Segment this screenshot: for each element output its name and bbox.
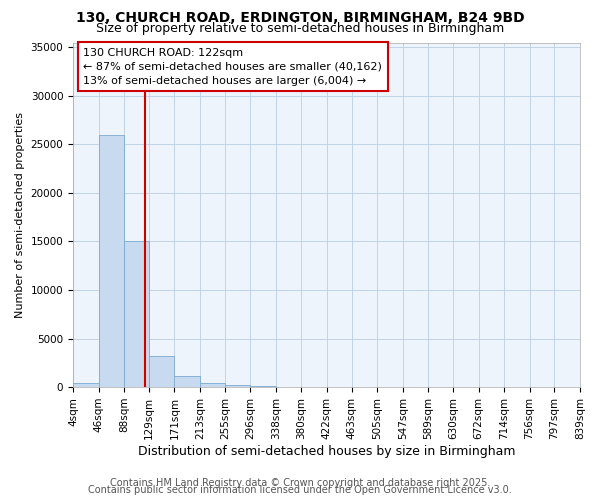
X-axis label: Distribution of semi-detached houses by size in Birmingham: Distribution of semi-detached houses by … xyxy=(138,444,515,458)
Bar xyxy=(175,376,200,387)
Bar xyxy=(98,134,124,387)
Bar xyxy=(149,356,175,387)
Y-axis label: Number of semi-detached properties: Number of semi-detached properties xyxy=(15,112,25,318)
Text: 130, CHURCH ROAD, ERDINGTON, BIRMINGHAM, B24 9BD: 130, CHURCH ROAD, ERDINGTON, BIRMINGHAM,… xyxy=(76,11,524,25)
Text: Contains public sector information licensed under the Open Government Licence v3: Contains public sector information licen… xyxy=(88,485,512,495)
Bar xyxy=(226,385,250,387)
Bar xyxy=(250,386,276,387)
Text: Size of property relative to semi-detached houses in Birmingham: Size of property relative to semi-detach… xyxy=(96,22,504,35)
Text: Contains HM Land Registry data © Crown copyright and database right 2025.: Contains HM Land Registry data © Crown c… xyxy=(110,478,490,488)
Bar xyxy=(124,240,149,387)
Bar xyxy=(200,383,226,387)
Text: 130 CHURCH ROAD: 122sqm
← 87% of semi-detached houses are smaller (40,162)
13% o: 130 CHURCH ROAD: 122sqm ← 87% of semi-de… xyxy=(83,48,382,86)
Bar xyxy=(73,383,98,387)
